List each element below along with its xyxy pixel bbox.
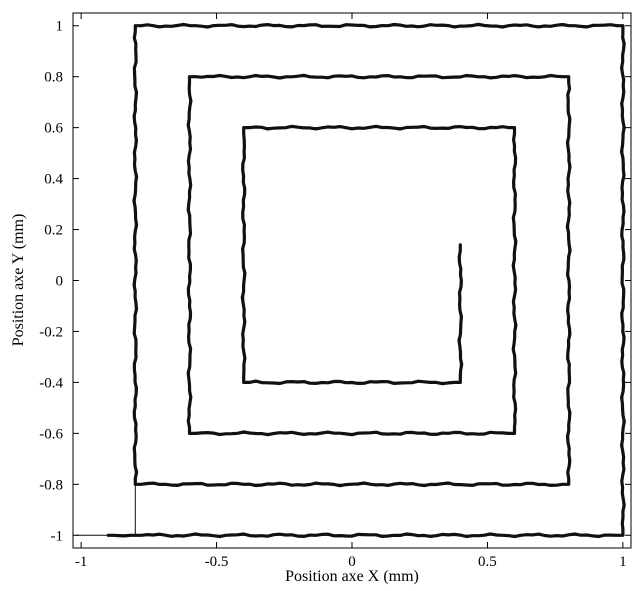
y-tick-label: -0.2 xyxy=(39,324,63,340)
y-tick-label: -0.8 xyxy=(39,477,63,493)
x-tick-label: -1 xyxy=(75,554,88,570)
y-tick-label: -1 xyxy=(51,528,64,544)
y-axis-ticks: -1 -0.8 -0.6 -0.4 -0.2 0 0.2 0.4 0.6 0.8 1 xyxy=(39,19,631,544)
x-tick-label: 0.5 xyxy=(478,554,497,570)
x-tick-label: 1 xyxy=(619,554,627,570)
y-tick-label: 0 xyxy=(56,274,64,290)
y-tick-label: 1 xyxy=(56,19,64,35)
x-axis-label: Position axe X (mm) xyxy=(285,568,419,585)
measured-path-line xyxy=(106,22,626,539)
y-tick-label: 0.4 xyxy=(44,172,63,188)
y-tick-label: -0.6 xyxy=(39,426,63,442)
reference-path-line xyxy=(75,25,624,536)
x-tick-label: -0.5 xyxy=(205,554,229,570)
measured-path-layer xyxy=(106,22,626,539)
x-tick-label: 0 xyxy=(348,554,356,570)
x-axis-ticks: -1 -0.5 0 0.5 1 xyxy=(75,13,627,570)
plot-frame xyxy=(72,12,632,549)
y-tick-label: 0.6 xyxy=(44,121,63,137)
y-axis-label: Position axe Y (mm) xyxy=(10,214,27,347)
reference-path-layer xyxy=(75,25,624,536)
y-tick-label: -0.4 xyxy=(39,375,63,391)
y-tick-label: 0.2 xyxy=(44,223,63,239)
y-tick-label: 0.8 xyxy=(44,70,63,86)
